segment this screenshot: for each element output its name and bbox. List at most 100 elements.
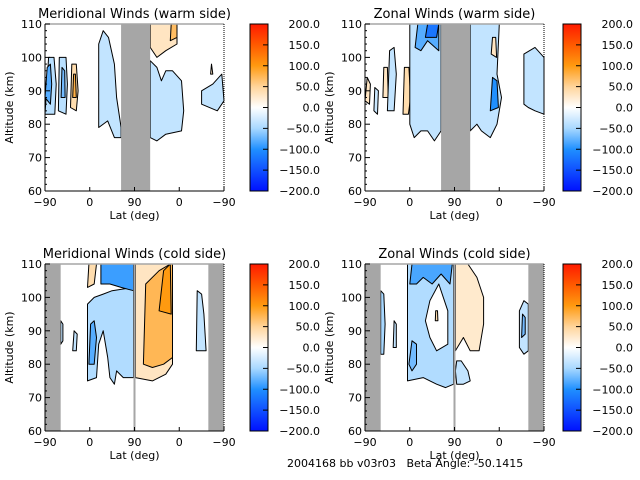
- contour-region: [392, 320, 397, 348]
- y-tick-label: 100: [341, 51, 362, 64]
- colorbar-tick-label: −100.0: [592, 143, 633, 156]
- y-tick-label: 70: [28, 392, 42, 405]
- colorbar-tick-label: −150.0: [592, 164, 633, 177]
- colorbar-tick-label: 200.0: [289, 18, 321, 31]
- panel-title: Meridional Winds (cold side): [43, 247, 226, 262]
- colorbar-tick-label: 150.0: [602, 279, 634, 292]
- contour-region: [44, 63, 53, 105]
- panel-title: Zonal Winds (warm side): [374, 7, 536, 22]
- y-tick-label: 110: [341, 18, 362, 31]
- x-tick-label: 0: [406, 196, 413, 209]
- no-data-band: [441, 24, 471, 191]
- y-tick-label: 110: [21, 18, 42, 31]
- colorbar-tick-label: −100.0: [592, 383, 633, 396]
- contour-region: [521, 313, 526, 338]
- x-tick-label: −90: [212, 196, 235, 209]
- y-tick-label: 70: [348, 392, 362, 405]
- x-tick-label: −90: [212, 436, 235, 449]
- panel-title: Meridional Winds (warm side): [38, 7, 231, 22]
- colorbar-tick-label: −150.0: [592, 404, 633, 417]
- x-axis-label: Lat (deg): [430, 209, 480, 222]
- x-tick-label: 0: [176, 436, 183, 449]
- x-axis-label: Lat (deg): [430, 449, 480, 462]
- colorbar-tick-label: 200.0: [289, 258, 321, 271]
- figure-caption: 2004168 bb v03r03 Beta Angle: -50.1415: [287, 457, 524, 470]
- x-tick-label: −90: [353, 196, 376, 209]
- colorbar-tick-label: 50.0: [609, 321, 634, 334]
- colorbar: 200.0 150.0 100.0 50.0 0.0 −50.0 −100.0 −150.0 −…: [562, 258, 634, 438]
- y-tick-label: 90: [348, 325, 362, 338]
- x-tick-label: 0: [176, 196, 183, 209]
- colorbar-tick-label: 50.0: [296, 321, 321, 334]
- y-tick-label: 70: [28, 152, 42, 165]
- y-tick-label: 70: [348, 152, 362, 165]
- contour-region: [88, 320, 97, 365]
- contour-region: [408, 340, 417, 372]
- colorbar-tick-label: −150.0: [279, 404, 320, 417]
- no-data-band: [208, 264, 224, 431]
- contour-region: [382, 66, 389, 98]
- y-axis-label: Altitude (km): [3, 311, 16, 383]
- colorbar-tick-label: 50.0: [609, 81, 634, 94]
- no-data-band: [528, 264, 544, 431]
- x-tick-label: −90: [353, 436, 376, 449]
- colorbar-tick-label: −50.0: [599, 122, 633, 135]
- y-tick-label: 60: [28, 185, 42, 198]
- contour-region: [169, 23, 178, 42]
- y-axis-label: Altitude (km): [323, 71, 336, 143]
- colorbar: 200.0 150.0 100.0 50.0 0.0 −50.0 −100.0 −150.0 −…: [249, 258, 321, 438]
- y-tick-label: 90: [348, 85, 362, 98]
- y-tick-label: 80: [28, 118, 42, 131]
- y-tick-label: 100: [21, 51, 42, 64]
- y-tick-label: 80: [28, 358, 42, 371]
- y-axis-label: Altitude (km): [3, 71, 16, 143]
- y-tick-label: 60: [28, 425, 42, 438]
- y-tick-label: 80: [348, 358, 362, 371]
- contour-region: [454, 360, 471, 385]
- x-tick-label: 0: [496, 436, 503, 449]
- contour-region: [149, 60, 185, 142]
- y-tick-label: 60: [348, 185, 362, 198]
- colorbar-tick-label: 0.0: [303, 102, 321, 115]
- panel-title: Zonal Winds (cold side): [378, 247, 530, 262]
- y-tick-label: 110: [21, 258, 42, 271]
- x-tick-label: −90: [532, 436, 555, 449]
- y-tick-label: 90: [28, 85, 42, 98]
- contour-region: [98, 30, 122, 139]
- colorbar-tick-label: −50.0: [286, 122, 320, 135]
- colorbar-tick-label: −200.0: [592, 425, 633, 438]
- colorbar-tick-label: 100.0: [289, 300, 321, 313]
- contour-region: [60, 66, 66, 98]
- colorbar-tick-label: −200.0: [592, 185, 633, 198]
- contour-region: [424, 23, 440, 38]
- colorbar-tick-label: 0.0: [303, 342, 321, 355]
- colorbar-tick-label: −100.0: [279, 383, 320, 396]
- no-data-band: [121, 24, 151, 191]
- x-axis-label: Lat (deg): [110, 209, 160, 222]
- panel-2: 60 70 80 90 100 110 −90 0 90 0 −90 Zonal Winds (war…: [323, 7, 633, 222]
- no-data-band: [365, 264, 381, 431]
- x-tick-label: 0: [496, 196, 503, 209]
- contour-region: [195, 290, 207, 352]
- colorbar-tick-label: 100.0: [602, 60, 634, 73]
- x-tick-label: 90: [448, 196, 462, 209]
- y-tick-label: 100: [341, 291, 362, 304]
- x-tick-label: 90: [128, 436, 142, 449]
- contour-region: [380, 290, 386, 355]
- y-tick-label: 100: [21, 291, 42, 304]
- y-tick-label: 60: [348, 425, 362, 438]
- contour-region: [72, 330, 78, 352]
- x-tick-label: −90: [33, 196, 56, 209]
- colorbar-tick-label: 0.0: [616, 342, 634, 355]
- colorbar-tick-label: −200.0: [279, 185, 320, 198]
- x-tick-label: 0: [86, 196, 93, 209]
- colorbar-tick-label: 0.0: [616, 102, 634, 115]
- colorbar-tick-label: 150.0: [602, 39, 634, 52]
- colorbar-tick-label: −50.0: [599, 362, 633, 375]
- x-tick-label: 0: [86, 436, 93, 449]
- colorbar-tick-label: 100.0: [602, 300, 634, 313]
- colorbar-tick-label: −100.0: [279, 143, 320, 156]
- no-data-band: [45, 264, 61, 431]
- contour-region: [60, 320, 64, 345]
- contour-region: [87, 286, 135, 385]
